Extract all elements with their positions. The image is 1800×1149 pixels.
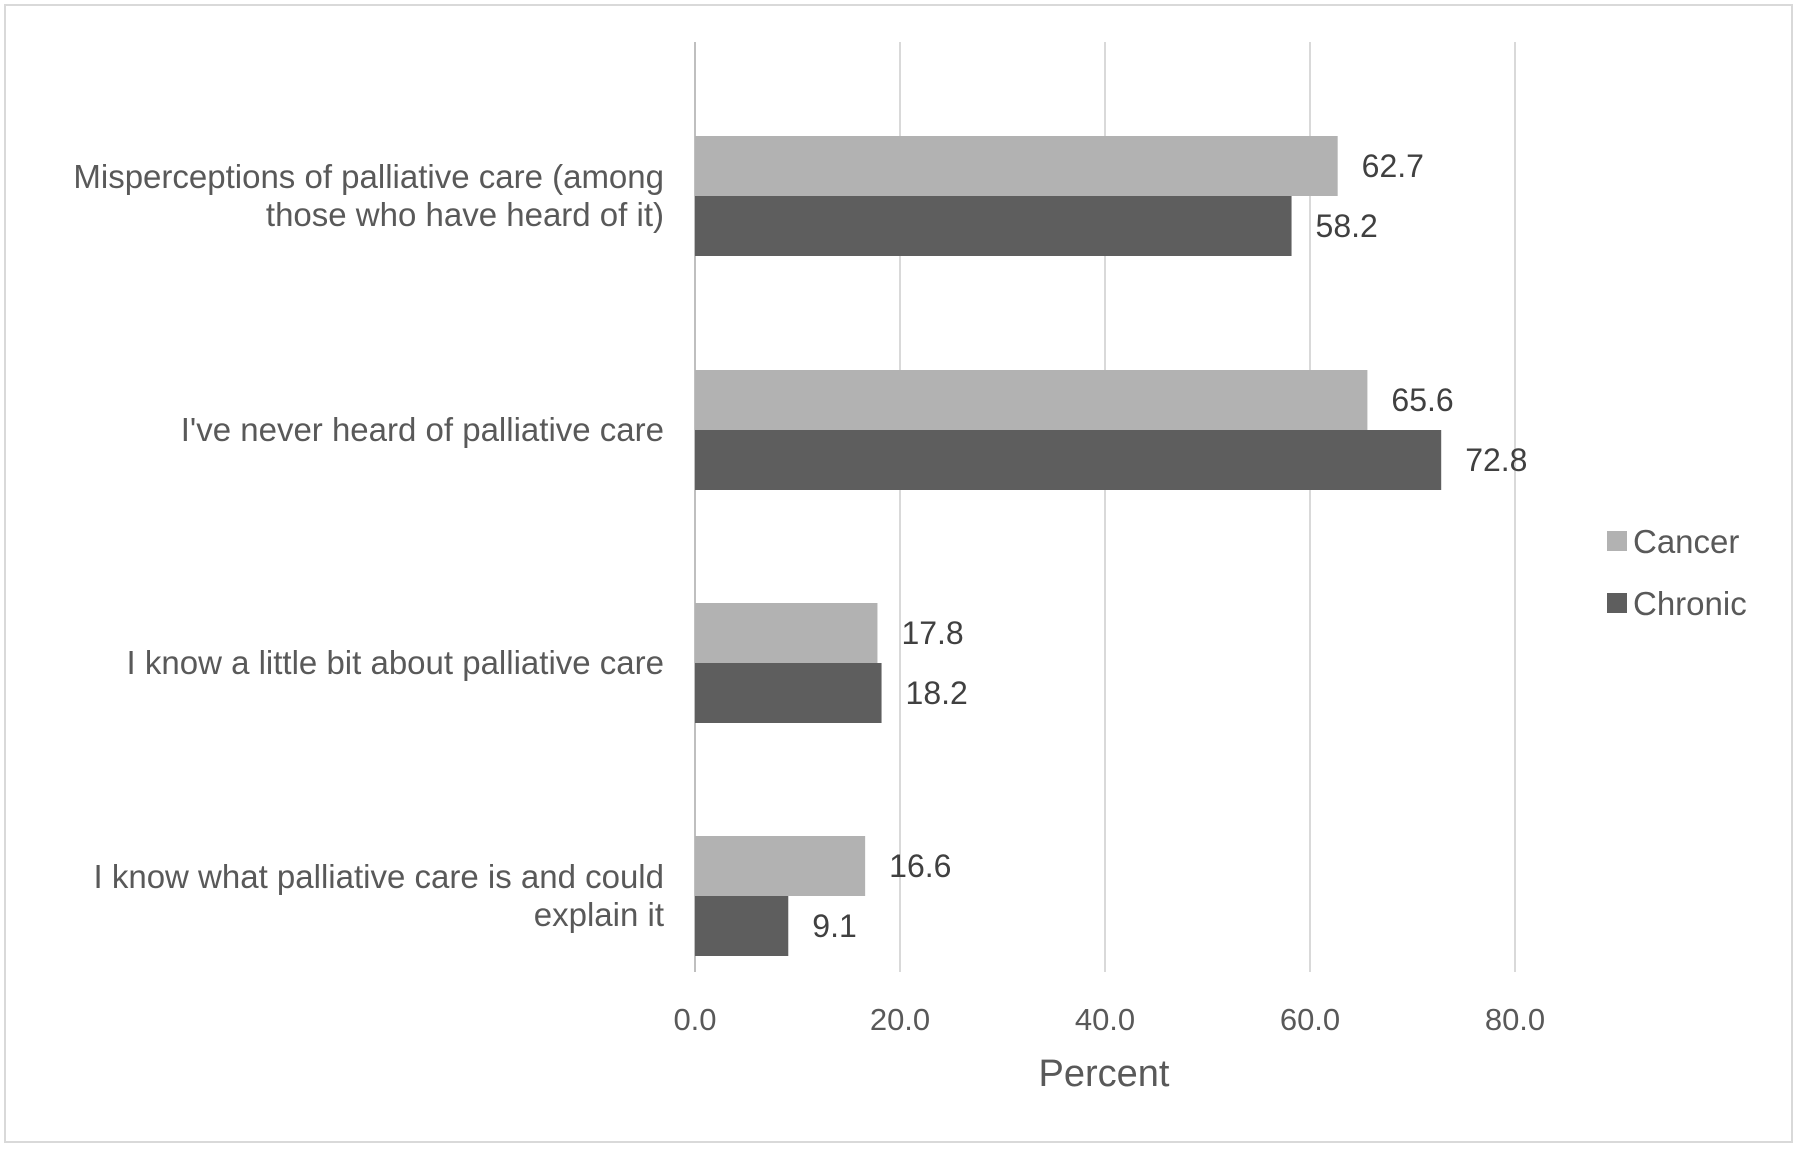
category-label: I know a little bit about palliative car… (127, 644, 664, 681)
x-tick-label: 0.0 (673, 1002, 716, 1037)
x-tick-label: 20.0 (870, 1002, 930, 1037)
bar-cancer-2 (695, 603, 878, 663)
bar-chronic-1 (695, 430, 1442, 490)
bar-chronic-2 (695, 663, 882, 723)
data-label: 9.1 (812, 908, 856, 944)
data-label: 16.6 (889, 848, 951, 884)
category-label: Misperceptions of palliative care (among (73, 158, 664, 195)
legend-swatch-chronic (1607, 593, 1627, 613)
x-tick-label: 80.0 (1485, 1002, 1545, 1037)
bars: 62.7 65.6 17.8 16.6 58.2 72.8 18.2 9.1 (695, 136, 1527, 956)
category-labels: Misperceptions of palliative care (among… (73, 158, 664, 933)
legend-label-chronic: Chronic (1633, 585, 1747, 622)
x-tick-label: 40.0 (1075, 1002, 1135, 1037)
category-label: I know what palliative care is and could (94, 858, 664, 895)
data-label: 18.2 (906, 675, 968, 711)
bar-cancer-1 (695, 370, 1368, 430)
bar-chronic-0 (695, 196, 1292, 256)
category-label: explain it (534, 896, 664, 933)
data-label: 62.7 (1362, 148, 1424, 184)
data-label: 65.6 (1391, 382, 1453, 418)
x-tick-label: 60.0 (1280, 1002, 1340, 1037)
x-axis-title: Percent (1039, 1053, 1170, 1095)
data-label: 17.8 (901, 615, 963, 651)
legend-swatch-cancer (1607, 531, 1627, 551)
data-label: 58.2 (1316, 208, 1378, 244)
bar-cancer-3 (695, 836, 866, 896)
x-axis-ticks: 0.0 20.0 40.0 60.0 80.0 (673, 1002, 1545, 1037)
category-label: those who have heard of it) (266, 196, 664, 233)
legend-label-cancer: Cancer (1633, 523, 1739, 560)
bar-chronic-3 (695, 896, 789, 956)
legend: Cancer Chronic (1607, 523, 1747, 622)
bar-cancer-0 (695, 136, 1338, 196)
data-label: 72.8 (1465, 442, 1527, 478)
category-label: I've never heard of palliative care (181, 411, 664, 448)
